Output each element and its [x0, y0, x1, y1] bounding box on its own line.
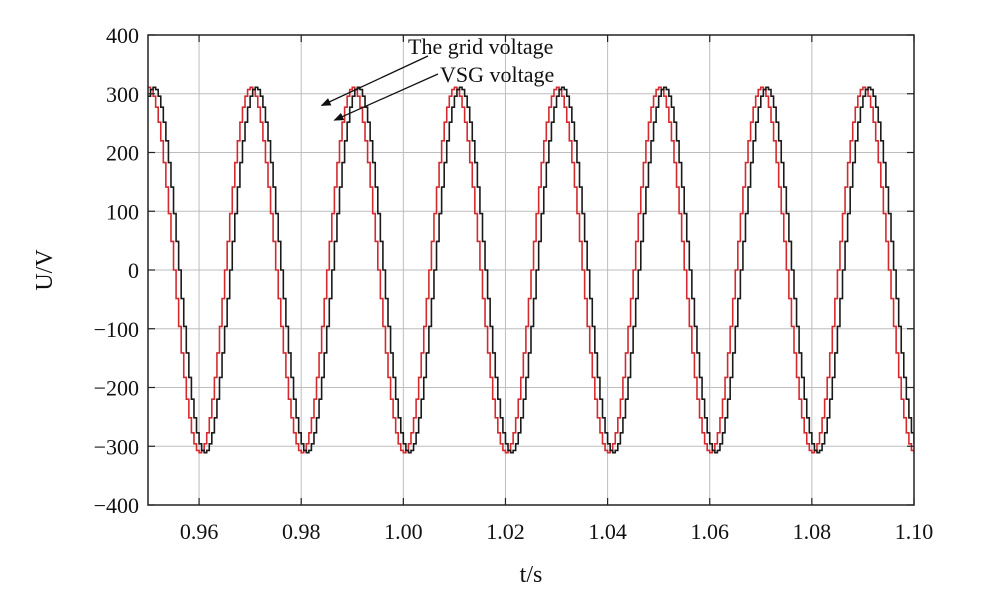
y-axis-label: U/V	[32, 249, 58, 291]
annotation-arrow	[333, 73, 439, 121]
annotations: The grid voltage VSG voltage	[320, 34, 554, 121]
x-tick-label: 1.06	[690, 519, 729, 544]
y-tick-label: −400	[94, 493, 139, 518]
x-tick-label: 1.04	[588, 519, 627, 544]
annotation-arrow	[320, 55, 429, 107]
series-line-2	[148, 86, 914, 454]
y-tick-label: −100	[94, 317, 139, 342]
x-tick-label: 0.96	[180, 519, 219, 544]
annotation-label: VSG voltage	[440, 62, 554, 87]
x-axis-label: t/s	[520, 562, 543, 588]
tick-labels: 0.96 0.98 1.00 1.02 1.04 1.06 1.08 1.10 400 300 20…	[94, 23, 934, 544]
x-tick-label: 1.00	[384, 519, 423, 544]
y-tick-label: −200	[94, 376, 139, 401]
x-tick-label: 1.02	[486, 519, 525, 544]
y-tick-label: 200	[106, 141, 139, 166]
annotation-label: The grid voltage	[408, 34, 553, 59]
series-line-1	[148, 86, 914, 454]
y-tick-label: 0	[128, 258, 139, 283]
y-tick-label: −300	[94, 434, 139, 459]
x-tick-label: 0.98	[282, 519, 321, 544]
y-tick-label: 100	[106, 199, 139, 224]
x-tick-label: 1.10	[895, 519, 934, 544]
y-tick-label: 300	[106, 82, 139, 107]
series-group	[148, 86, 914, 454]
tick-marks	[148, 34, 915, 506]
x-tick-label: 1.08	[793, 519, 832, 544]
y-tick-label: 400	[106, 23, 139, 48]
